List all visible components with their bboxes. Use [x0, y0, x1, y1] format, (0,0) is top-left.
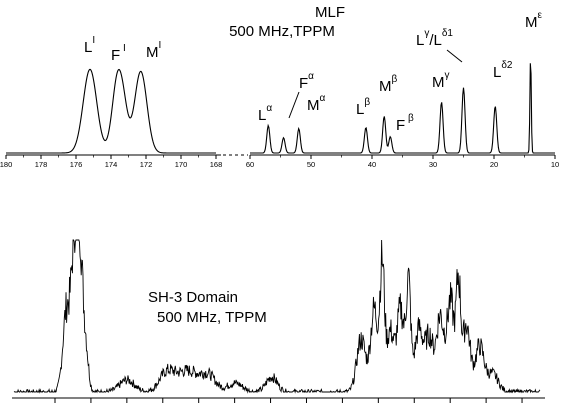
peak-label-m-carbonyl: MI — [146, 40, 161, 61]
peak-label-l-alpha: Lα — [258, 103, 272, 124]
peak-label-f-carbonyl: F I — [111, 43, 126, 64]
bottom-subtitle: 500 MHz, TPPM — [157, 309, 267, 326]
l-gamma-pointer — [446, 49, 463, 63]
top-tick-label-60: 60 — [246, 160, 254, 169]
peak-label-l-carbonyl: LI — [84, 35, 95, 56]
top-tick-label-168: 168 — [210, 160, 223, 169]
top-tick-label-176: 176 — [70, 160, 83, 169]
peak-label-l-beta: Lβ — [356, 97, 370, 118]
sh3-spectrum-trace — [13, 239, 541, 394]
peak-label-m-gamma: Mγ — [432, 70, 450, 91]
mlf-spectrum-trace — [6, 63, 555, 154]
mlf-spectrum-panel: 180 178 176 174 172 170 168 60 50 40 30 20 10 MLF 50… — [0, 4, 559, 169]
top-tick-label-30: 30 — [429, 160, 437, 169]
f-alpha-pointer — [288, 91, 300, 119]
top-tick-label-170: 170 — [175, 160, 188, 169]
top-axis-ticks: 180 178 176 174 172 170 168 60 50 40 30 20 10 — [0, 155, 559, 169]
top-tick-label-50: 50 — [307, 160, 315, 169]
sh3-spectrum-panel: SH-3 Domain 500 MHz, TPPM — [12, 239, 545, 403]
peak-label-l-delta2: Lδ2 — [493, 60, 513, 81]
bottom-title: SH-3 Domain — [148, 289, 238, 306]
top-tick-label-10: 10 — [551, 160, 559, 169]
top-tick-label-174: 174 — [105, 160, 118, 169]
peak-label-f-alpha: Fα — [299, 71, 314, 92]
peak-label-m-alpha: Mα — [307, 93, 326, 114]
top-tick-label-40: 40 — [368, 160, 376, 169]
peak-label-m-epsilon: Mε — [525, 10, 543, 31]
top-tick-label-20: 20 — [490, 160, 498, 169]
top-title: MLF — [315, 4, 345, 21]
bottom-axis-ticks — [54, 398, 523, 403]
peak-label-m-beta: Mβ — [379, 74, 398, 95]
top-tick-label-178: 178 — [35, 160, 48, 169]
top-subtitle: 500 MHz,TPPM — [229, 23, 335, 40]
top-tick-label-180: 180 — [0, 160, 12, 169]
peak-label-f-beta: F β — [396, 113, 414, 134]
top-tick-label-172: 172 — [140, 160, 153, 169]
peak-label-l-gamma-l-delta1: Lγ/Lδ1 — [416, 28, 453, 49]
